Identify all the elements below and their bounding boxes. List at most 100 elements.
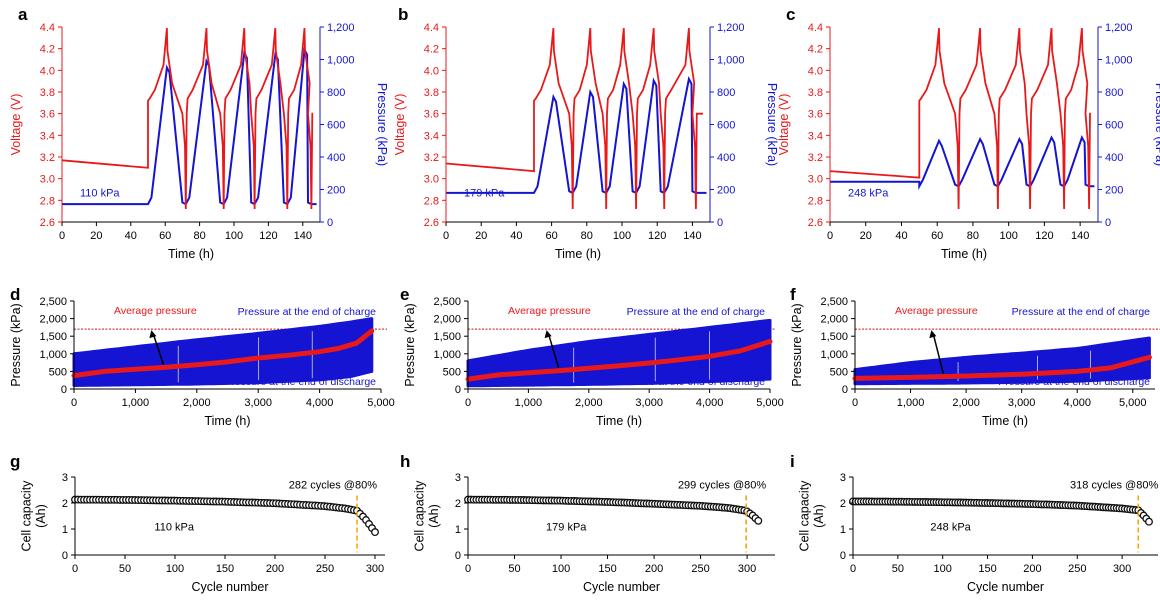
average-pressure-label: Average pressure	[508, 305, 591, 317]
arrow-head	[544, 330, 552, 339]
y2-tick-label: 1,200	[717, 22, 745, 34]
y-tick-label: 3.0	[424, 174, 439, 186]
x-tick-label: 3,000	[244, 397, 272, 409]
charge-pressure-label: Pressure at the end of charge	[627, 306, 765, 318]
x-tick-label: 0	[852, 397, 858, 409]
y-tick-label: 0	[455, 550, 461, 562]
y-tick-label: 3.8	[424, 87, 439, 99]
y-axis-title-line: (Ah)	[812, 504, 826, 528]
pressure-annotation: 179 kPa	[464, 187, 505, 199]
y-tick-label: 1	[455, 524, 461, 536]
average-pressure-line	[465, 339, 773, 382]
y-tick-label: 1,000	[433, 349, 461, 361]
pressure-annotation: 248 kPa	[848, 187, 889, 199]
x-tick-label: 120	[648, 230, 666, 242]
capacity-point	[1145, 517, 1153, 526]
x-tick-label: 1,000	[515, 397, 543, 409]
y-tick-label: 2,500	[39, 296, 67, 308]
y-tick-label: 1	[840, 524, 846, 536]
panel-label: h	[400, 452, 410, 471]
y-tick-label: 3.6	[424, 109, 439, 121]
y-axis-title-line: Cell capacity	[798, 480, 812, 552]
y-tick-label: 4.0	[424, 65, 439, 77]
y-tick-label: 3.4	[808, 130, 823, 142]
panel-label: b	[398, 5, 408, 24]
x-tick-label: 150	[978, 563, 996, 575]
y-tick-label: 2.6	[424, 217, 439, 229]
y-tick-label: 2.8	[40, 195, 55, 207]
y-tick-label: 4.0	[808, 65, 823, 77]
x-tick-label: 120	[1035, 230, 1053, 242]
x-tick-label: 50	[892, 563, 904, 575]
x-tick-label: 100	[934, 563, 952, 575]
eol-annotation: 282 cycles @80%	[289, 480, 377, 492]
y-axis-title: Pressure (kPa)	[9, 303, 23, 386]
panel-label: g	[10, 452, 20, 471]
y2-tick-label: 200	[1105, 185, 1123, 197]
y-axis-title: Voltage (V)	[9, 94, 23, 156]
x-tick-label: 5,000	[367, 397, 395, 409]
y-tick-label: 500	[49, 366, 67, 378]
x-tick-label: 4,000	[306, 397, 334, 409]
discharge-pressure-label: Pressure at the end of discharge	[224, 376, 376, 388]
x-tick-label: 5,000	[756, 397, 784, 409]
y-tick-label: 4.4	[40, 22, 55, 34]
x-tick-label: 100	[552, 563, 570, 575]
average-arrow	[152, 333, 165, 365]
eol-annotation: 318 cycles @80%	[1070, 480, 1158, 492]
pressure-label: 248 kPa	[930, 521, 971, 533]
x-tick-label: 0	[59, 230, 65, 242]
x-tick-label: 0	[443, 230, 449, 242]
voltage-series-line	[445, 28, 703, 210]
y-tick-label: 4.2	[40, 44, 55, 56]
x-tick-label: 250	[316, 563, 334, 575]
x-tick-label: 300	[1113, 563, 1131, 575]
y2-tick-label: 800	[1105, 87, 1123, 99]
y-tick-label: 3.2	[808, 152, 823, 164]
x-axis-title: Time (h)	[982, 414, 1028, 428]
y-tick-label: 3.0	[40, 174, 55, 186]
x-tick-label: 40	[125, 230, 137, 242]
y-tick-label: 3.4	[40, 130, 55, 142]
y-tick-label: 2	[455, 498, 461, 510]
y-tick-label: 1,000	[820, 349, 848, 361]
y-axis-title-line: Cell capacity	[20, 480, 34, 552]
voltage-series-line	[61, 28, 314, 210]
y-axis-title: Voltage (V)	[393, 94, 407, 156]
x-axis-title: Time (h)	[555, 247, 601, 261]
x-axis-title: Cycle number	[967, 580, 1044, 594]
capacity-point	[371, 528, 379, 537]
average-arrow	[547, 333, 560, 368]
charge-pressure-label: Pressure at the end of charge	[238, 306, 376, 318]
y-tick-label: 2,500	[820, 296, 848, 308]
y2-tick-label: 400	[717, 152, 735, 164]
y-axis-title-line: (Ah)	[427, 504, 441, 528]
panel-e: e Average pressure Pressure at the end of …	[400, 285, 784, 428]
x-tick-label: 80	[581, 230, 593, 242]
y2-tick-label: 0	[1105, 217, 1111, 229]
y2-tick-label: 600	[717, 120, 735, 132]
y-axis-title: Voltage (V)	[777, 94, 791, 156]
y-tick-label: 3.2	[424, 152, 439, 164]
y-tick-label: 1,500	[39, 331, 67, 343]
pressure-series-line	[830, 135, 1095, 191]
x-tick-label: 50	[119, 563, 131, 575]
x-axis-title: Cycle number	[583, 580, 660, 594]
y2-axis-title: Pressure (kPa)	[765, 83, 779, 166]
average-pressure-label: Average pressure	[895, 305, 978, 317]
x-axis-title: Time (h)	[204, 414, 250, 428]
y-axis-title: Pressure (kPa)	[403, 303, 417, 386]
y-tick-label: 4.4	[808, 22, 823, 34]
x-tick-label: 120	[259, 230, 277, 242]
y2-tick-label: 800	[717, 87, 735, 99]
x-tick-label: 140	[294, 230, 312, 242]
x-tick-label: 100	[999, 230, 1017, 242]
y-tick-label: 4.0	[40, 65, 55, 77]
y-axis-title-line: Cell capacity	[413, 480, 427, 552]
y-tick-label: 3.4	[424, 130, 439, 142]
x-tick-label: 60	[931, 230, 943, 242]
y-tick-label: 4.4	[424, 22, 439, 34]
